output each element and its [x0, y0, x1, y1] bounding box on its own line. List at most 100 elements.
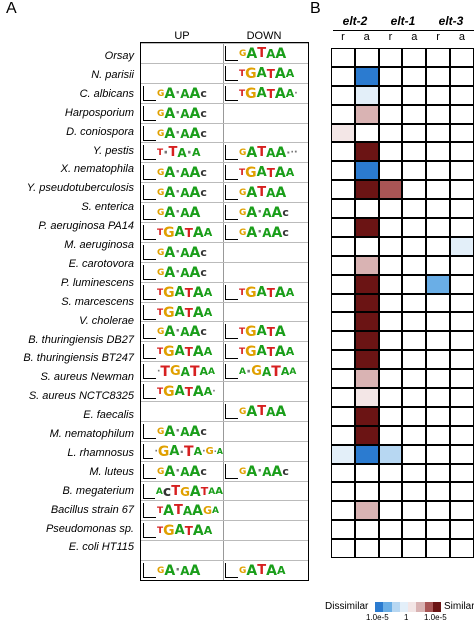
organism-label: E. carotovora [68, 257, 134, 270]
logo-axis [225, 324, 238, 340]
heatmap-row [331, 218, 474, 237]
motif-row: · G A · T A · G · A [141, 440, 308, 461]
logo-letter: A [289, 367, 297, 378]
logo-axis [143, 244, 156, 260]
heatmap-cell [402, 142, 427, 162]
logo-letter: A [208, 486, 216, 497]
col-header-down: DOWN [246, 30, 282, 42]
heatmap-cell [354, 312, 379, 332]
legend-swatch [408, 602, 417, 612]
logo-letter: A [203, 524, 213, 538]
logo-letter: G [157, 128, 165, 139]
heatmap-cell [354, 463, 379, 483]
heatmap-cell [378, 312, 403, 332]
heatmap-row [331, 331, 474, 351]
logo-letter: A [274, 284, 286, 300]
logo-letter: · [294, 88, 298, 99]
logo-letter: A [164, 125, 176, 141]
logo-letter: T [157, 148, 164, 159]
ra-label: r [388, 31, 393, 43]
logo-letter: A [180, 365, 190, 380]
logo-letter: G [251, 364, 262, 380]
logo-letter: A [275, 185, 287, 201]
organism-labels: Orsay N. parisii C. albicans Harposporium D.… [0, 0, 140, 624]
logo-axis [143, 205, 156, 221]
heatmap-cell [426, 255, 451, 275]
heatmap-cell [331, 425, 355, 445]
sequence-logo [225, 383, 305, 399]
logo-letter: A [163, 503, 174, 519]
heatmap-cell [426, 501, 451, 521]
logo-letter: · [175, 324, 181, 340]
logo-axis [143, 463, 156, 479]
heatmap-cell [426, 274, 451, 294]
organism-label: X. nematophila [60, 163, 134, 176]
legend-tick-left: 1.0e-5 [366, 613, 389, 622]
heatmap-cell [354, 444, 379, 464]
legend-swatch [399, 602, 408, 612]
logo-letter: A [246, 185, 258, 201]
organism-label: Y. pestis [92, 144, 134, 157]
heatmap-cell [426, 388, 451, 407]
heatmap-cell [450, 85, 474, 105]
heatmap-cell [402, 406, 427, 426]
logo-letter: A [274, 85, 286, 101]
heatmap-cell [450, 48, 474, 67]
heatmap-cell [331, 444, 355, 464]
organism-label: Bacillus strain 67 [50, 503, 134, 516]
sequence-logo [225, 304, 305, 320]
heatmap-cell [450, 274, 474, 294]
logo-letter: T [189, 364, 200, 380]
panel-a-label: A [6, 0, 17, 17]
logo-letter: A [203, 305, 213, 319]
logo-letter: A [189, 125, 201, 141]
heatmap-cell [378, 406, 403, 426]
logo-letter: c [282, 464, 289, 478]
heatmap-cell [426, 350, 451, 370]
logo-letter: A [189, 105, 201, 121]
logo-letter: G [239, 148, 247, 159]
logo-letter: A [180, 106, 190, 121]
heatmap-row [331, 274, 474, 294]
logo-letter: c [282, 226, 289, 240]
heatmap-cell [378, 255, 403, 275]
logo-letter: A [203, 345, 213, 359]
heatmap-cell [450, 236, 474, 256]
sequence-logo: G A · A A [143, 562, 223, 579]
logo-letter: A [215, 485, 223, 497]
logo-letter: G [239, 407, 247, 418]
organism-label: B. thuringiensis DB27 [28, 333, 134, 346]
heatmap-cell [378, 539, 403, 559]
heatmap-cell [450, 406, 474, 426]
logo-letter: A [216, 446, 223, 456]
heatmap-cell [378, 104, 403, 124]
organism-label: P. aeruginosa PA14 [38, 220, 134, 233]
heatmap-cell [426, 482, 451, 502]
logo-letter: A [193, 444, 203, 458]
heatmap-cell [331, 142, 355, 162]
heatmap-cell [426, 104, 451, 124]
sequence-logo: · G A · T A · G · A [143, 443, 223, 459]
down-motif-cell [225, 522, 305, 538]
heatmap-cell [331, 104, 355, 124]
ra-label: r [436, 31, 440, 43]
col-header-up: UP [174, 30, 190, 42]
logo-letter: A [174, 284, 185, 300]
organism-label: E. coli HT115 [68, 541, 134, 554]
heatmap-cell [378, 199, 403, 219]
